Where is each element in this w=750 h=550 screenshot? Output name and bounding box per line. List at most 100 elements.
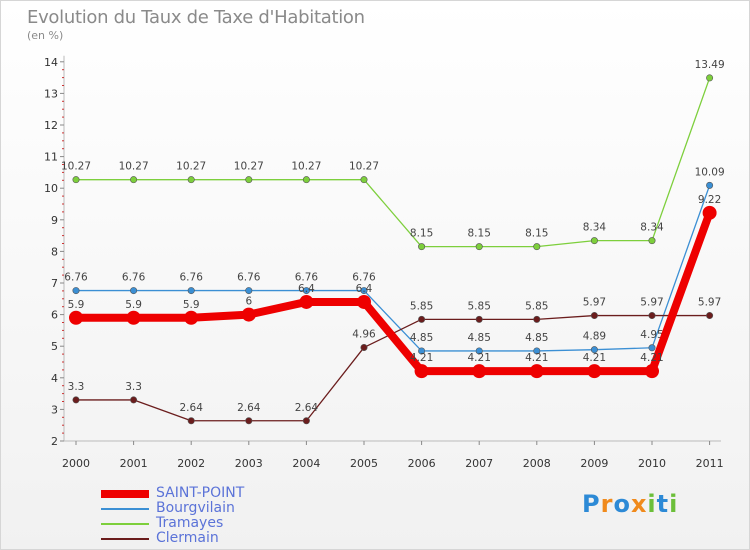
data-label-saint-point-2004: 6.4	[298, 283, 315, 295]
x-tick-label-2001: 2001	[120, 457, 148, 470]
data-label-clermain-2003: 2.64	[237, 402, 261, 414]
logo-letter: i	[669, 490, 679, 518]
data-point-bourgvilain-2003	[245, 287, 253, 295]
x-tick-label-2007: 2007	[465, 457, 493, 470]
data-label-clermain-2002: 2.64	[180, 402, 204, 414]
data-label-clermain-2007: 5.85	[468, 300, 491, 312]
data-point-clermain-2005	[360, 343, 368, 351]
data-point-tramayes-2009	[590, 237, 598, 245]
data-point-tramayes-2005	[360, 176, 368, 184]
data-label-tramayes-2000: 10.27	[61, 161, 91, 173]
data-point-clermain-2003	[245, 417, 253, 425]
data-label-clermain-2005: 4.96	[352, 328, 376, 340]
data-point-saint-point-2000	[69, 310, 83, 325]
data-point-bourgvilain-2011	[706, 181, 714, 189]
y-tick-label-8: 8	[51, 245, 58, 258]
data-label-tramayes-2011: 13.49	[695, 59, 725, 71]
data-point-bourgvilain-2002	[187, 287, 195, 295]
data-label-clermain-2000: 3.3	[68, 381, 85, 393]
data-label-saint-point-2001: 5.9	[125, 299, 142, 311]
series-line-saint-point	[72, 208, 714, 376]
data-point-tramayes-2003	[245, 176, 253, 184]
data-point-bourgvilain-2009	[590, 346, 598, 354]
data-point-clermain-2011	[706, 312, 714, 320]
logo-letter: x	[630, 490, 648, 518]
data-point-clermain-2002	[187, 417, 195, 425]
data-label-saint-point-2010: 4.21	[640, 352, 663, 364]
data-label-saint-point-2011: 9.22	[698, 194, 721, 206]
data-point-saint-point-2004	[299, 294, 314, 309]
data-label-tramayes-2007: 8.15	[468, 228, 491, 240]
data-label-tramayes-2009: 8.34	[583, 222, 607, 234]
x-tick-label-2011: 2011	[696, 457, 724, 470]
data-point-bourgvilain-2004	[302, 287, 310, 295]
data-label-tramayes-2006: 8.15	[410, 228, 433, 240]
logo-letter: t	[656, 490, 670, 518]
chart-title: Evolution du Taux de Taxe d'Habitation	[27, 7, 365, 28]
x-tick-label-2005: 2005	[350, 457, 378, 470]
y-tick-label-13: 13	[44, 87, 58, 100]
logo-letter: o	[613, 490, 631, 518]
data-point-bourgvilain-2005	[360, 287, 368, 295]
data-label-saint-point-2006: 4.21	[410, 352, 433, 364]
series-line-bourgvilain	[75, 184, 711, 352]
data-point-bourgvilain-2008	[533, 347, 541, 355]
y-tick-label-12: 12	[44, 119, 58, 132]
data-point-tramayes-2007	[475, 243, 483, 251]
data-point-clermain-2008	[533, 315, 541, 323]
legend-label-clermain: Clermain	[156, 530, 219, 546]
data-label-bourgvilain-2010: 4.95	[640, 329, 663, 341]
data-label-bourgvilain-2001: 6.76	[122, 272, 146, 284]
data-point-tramayes-2010	[648, 237, 656, 245]
x-tick-label-2006: 2006	[408, 457, 436, 470]
data-point-bourgvilain-2000	[72, 287, 80, 295]
x-tick-label-2010: 2010	[638, 457, 666, 470]
data-point-tramayes-2001	[130, 176, 138, 184]
y-tick-label-2: 2	[51, 435, 58, 448]
data-point-saint-point-2008	[529, 364, 544, 379]
data-label-tramayes-2010: 8.34	[640, 222, 664, 234]
legend-swatch-saint-point	[101, 490, 149, 498]
data-label-saint-point-2000: 5.9	[68, 299, 85, 311]
x-tick-label-2002: 2002	[177, 457, 205, 470]
data-point-tramayes-2011	[706, 74, 714, 82]
data-point-bourgvilain-2010	[648, 344, 656, 352]
y-tick-label-11: 11	[44, 151, 58, 164]
data-label-bourgvilain-2004: 6.76	[295, 272, 319, 284]
data-label-tramayes-2005: 10.27	[349, 161, 379, 173]
data-point-clermain-2000	[72, 396, 80, 404]
data-point-clermain-2001	[130, 396, 138, 404]
data-point-bourgvilain-2001	[130, 287, 138, 295]
legend-swatch-tramayes	[101, 523, 149, 525]
data-point-tramayes-2000	[72, 176, 80, 184]
data-label-clermain-2010: 5.97	[640, 297, 663, 309]
y-tick-label-7: 7	[51, 277, 58, 290]
data-point-saint-point-2002	[184, 310, 199, 325]
data-point-saint-point-2009	[587, 364, 602, 379]
data-label-saint-point-2005: 6.4	[356, 283, 373, 295]
data-label-saint-point-2002: 5.9	[183, 299, 200, 311]
x-tick-label-2000: 2000	[62, 457, 90, 470]
y-tick-label-10: 10	[44, 182, 58, 195]
series-line-tramayes	[75, 77, 711, 248]
data-label-clermain-2001: 3.3	[125, 381, 142, 393]
chart-subtitle: (en %)	[27, 29, 64, 42]
legend-swatch-bourgvilain	[101, 508, 149, 510]
data-point-clermain-2009	[590, 312, 598, 320]
legend-swatch-clermain	[101, 538, 149, 540]
data-label-bourgvilain-2006: 4.85	[410, 332, 433, 344]
data-point-bourgvilain-2006	[418, 347, 426, 355]
y-tick-label-4: 4	[51, 372, 58, 385]
data-label-clermain-2008: 5.85	[525, 300, 548, 312]
y-tick-label-6: 6	[51, 309, 58, 322]
logo-letter: r	[600, 490, 614, 518]
data-label-tramayes-2008: 8.15	[525, 228, 548, 240]
legend-label-tramayes: Tramayes	[156, 515, 224, 531]
data-label-saint-point-2008: 4.21	[525, 352, 548, 364]
y-tick-label-3: 3	[51, 403, 58, 416]
data-point-saint-point-2011	[702, 205, 717, 220]
logo-letter: i	[647, 490, 657, 518]
data-point-saint-point-2007	[472, 364, 487, 379]
legend-label-saint-point: SAINT-POINT	[156, 485, 245, 501]
